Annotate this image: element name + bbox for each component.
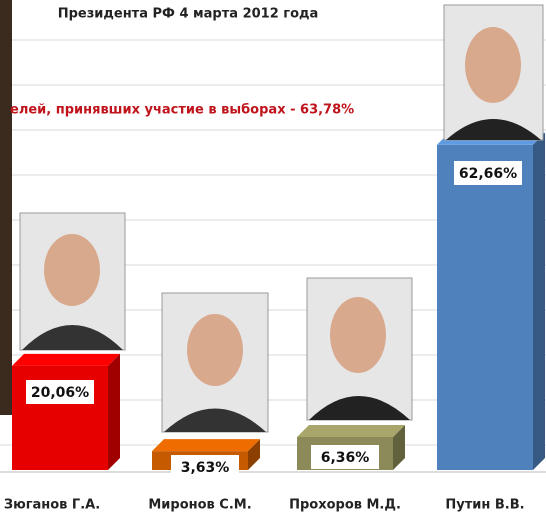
x-tick-label: Миронов С.М. (148, 498, 251, 513)
suit (164, 408, 266, 432)
chart-subtitle: елей, принявших участие в выборах - 63,7… (10, 103, 354, 118)
value-label: 62,66% (459, 166, 517, 182)
bar-top (297, 424, 405, 437)
x-tick-label: Зюганов Г.А. (4, 498, 100, 513)
value-label: 6,36% (321, 450, 370, 466)
x-tick-label: Прохоров М.Д. (289, 498, 401, 513)
left-photo-edge (0, 0, 12, 415)
value-label-box (171, 455, 239, 479)
suit (446, 119, 541, 140)
face (465, 27, 521, 103)
suit (22, 325, 123, 350)
value-label-box (454, 161, 522, 185)
bar-top (12, 353, 120, 366)
chart-title: Президента РФ 4 марта 2012 года (58, 7, 319, 22)
face (330, 297, 386, 373)
suit (309, 396, 410, 420)
value-label-box (311, 445, 379, 469)
bar-side (248, 439, 260, 470)
bar (437, 144, 533, 470)
value-label-box (26, 380, 94, 404)
bar-side (533, 132, 545, 470)
value-label: 20,06% (31, 385, 89, 401)
value-label: 3,63% (181, 460, 230, 476)
bar-side (108, 353, 120, 470)
face (44, 234, 100, 306)
bar-side (393, 424, 405, 470)
face (187, 314, 243, 386)
bar-top (152, 439, 260, 452)
x-tick-label: Путин В.В. (445, 498, 524, 513)
photos (19, 4, 544, 433)
